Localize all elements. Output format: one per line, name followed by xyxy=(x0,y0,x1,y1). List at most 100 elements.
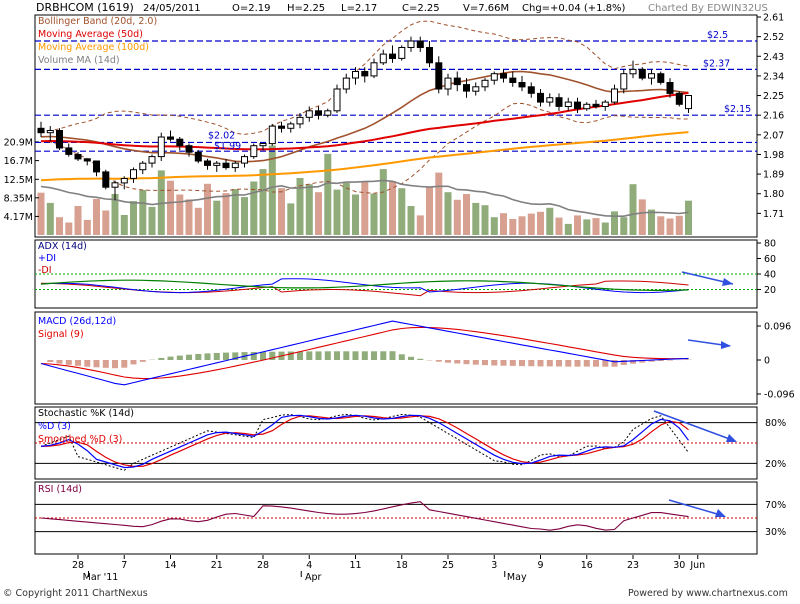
x-day-label: 23 xyxy=(627,560,639,571)
candle-body xyxy=(371,63,377,76)
volume-bar xyxy=(408,206,415,235)
candle-body xyxy=(47,131,53,133)
adx-tick-label: 20 xyxy=(764,285,776,296)
volume-bar xyxy=(648,210,655,235)
x-day-label: 28 xyxy=(257,560,269,571)
candle-body xyxy=(75,155,81,159)
stoch-title: Stochastic %K (14d) xyxy=(38,408,134,419)
candle-body xyxy=(593,104,599,106)
rsi-line xyxy=(41,502,689,531)
macd-histogram-bar xyxy=(519,360,525,366)
macd-histogram-bar xyxy=(158,358,164,360)
macd-histogram-bar xyxy=(334,351,340,360)
x-day-label: 14 xyxy=(164,560,176,571)
candle-body xyxy=(149,157,155,164)
plus-di-label: +DI xyxy=(38,253,56,264)
volume-bar xyxy=(657,216,664,235)
candle-body xyxy=(676,93,682,104)
x-day-label: 21 xyxy=(211,560,223,571)
macd-histogram-bar xyxy=(121,360,127,368)
macd-histogram-bar xyxy=(140,360,146,362)
ma100-line xyxy=(41,132,689,180)
macd-tick-label: 0.096 xyxy=(764,322,791,333)
candle-body xyxy=(205,161,211,165)
candle-body xyxy=(390,54,396,58)
candle-body xyxy=(131,170,137,179)
rsi-arrow-head xyxy=(715,509,726,517)
legend-ma50: Moving Average (50d) xyxy=(38,29,143,40)
macd-histogram-bar xyxy=(297,352,303,361)
macd-histogram-bar xyxy=(75,360,81,366)
candle-body xyxy=(417,41,423,48)
candle-body xyxy=(242,157,248,164)
candle-body xyxy=(214,163,220,165)
volume-bar xyxy=(398,188,405,235)
volume-bar xyxy=(417,215,424,235)
stoch-d-label: %D (3) xyxy=(38,421,71,432)
x-day-label: 7 xyxy=(121,560,127,571)
volume-bar xyxy=(278,188,285,235)
volume-bar xyxy=(509,219,516,235)
volume-bar xyxy=(241,197,248,235)
price-tick-label: 2.07 xyxy=(763,130,784,141)
volume-bar xyxy=(371,194,378,235)
volume-bar xyxy=(84,220,91,235)
volume-bar xyxy=(38,193,45,235)
macd-histogram-bar xyxy=(325,351,331,360)
volume-bar xyxy=(445,192,452,235)
volume-bar xyxy=(537,212,544,235)
signal-label: Signal (9) xyxy=(38,329,84,340)
candle-body xyxy=(103,172,109,187)
volume-tick-label: 4.17M xyxy=(4,212,33,223)
candle-body xyxy=(223,163,229,167)
volume-bar xyxy=(130,201,137,235)
bollinger-lower-line xyxy=(41,103,689,193)
powered-by: Powered by www.chartnexus.com xyxy=(628,588,788,599)
candle-body xyxy=(353,72,359,79)
candle-body xyxy=(454,78,460,85)
macd-histogram-bar xyxy=(593,360,599,367)
volume-bar xyxy=(223,193,230,235)
price-tick-label: 2.61 xyxy=(763,13,784,24)
volume-bar xyxy=(583,219,590,235)
volume-bar xyxy=(519,216,526,235)
volume-bar xyxy=(121,215,128,235)
price-tick-label: 1.71 xyxy=(763,209,784,220)
candle-body xyxy=(565,102,571,106)
volume-bar xyxy=(167,181,174,235)
candle-body xyxy=(232,163,238,167)
volume-tick-label: 12.5M xyxy=(4,175,33,186)
x-month-label: Mar '11 xyxy=(83,572,119,583)
stoch-arrow-head xyxy=(726,434,737,442)
volume-bar xyxy=(528,214,535,235)
macd-histogram-bar xyxy=(306,351,312,360)
level-label-2-37: $2.37 xyxy=(703,58,730,69)
volume-bar xyxy=(334,190,341,235)
volume-tick-label: 20.9M xyxy=(4,137,33,148)
x-day-label: 18 xyxy=(396,560,408,571)
candle-body xyxy=(584,104,590,108)
macd-histogram-bar xyxy=(464,360,470,364)
price-tick-label: 2.52 xyxy=(763,32,784,43)
candle-body xyxy=(334,89,340,111)
volume-bar xyxy=(102,211,109,236)
candle-body xyxy=(279,126,285,128)
x-day-label: Jun xyxy=(689,560,705,571)
macd-histogram-bar xyxy=(343,351,349,360)
candle-body xyxy=(195,152,201,161)
rsi-title: RSI (14d) xyxy=(38,484,82,495)
candle-body xyxy=(686,96,692,109)
macd-histogram-bar xyxy=(399,354,405,360)
candle-body xyxy=(251,146,257,157)
candle-body xyxy=(649,74,655,78)
rsi-trend-arrow xyxy=(669,500,724,516)
candle-body xyxy=(538,93,544,102)
volume-bar xyxy=(667,219,674,236)
candle-body xyxy=(325,111,331,115)
bollinger-middle-line xyxy=(41,72,689,162)
x-month-label: Apr xyxy=(305,572,322,583)
candle-body xyxy=(491,74,497,81)
macd-tick-label: 0 xyxy=(764,356,770,367)
candle-body xyxy=(436,63,442,89)
